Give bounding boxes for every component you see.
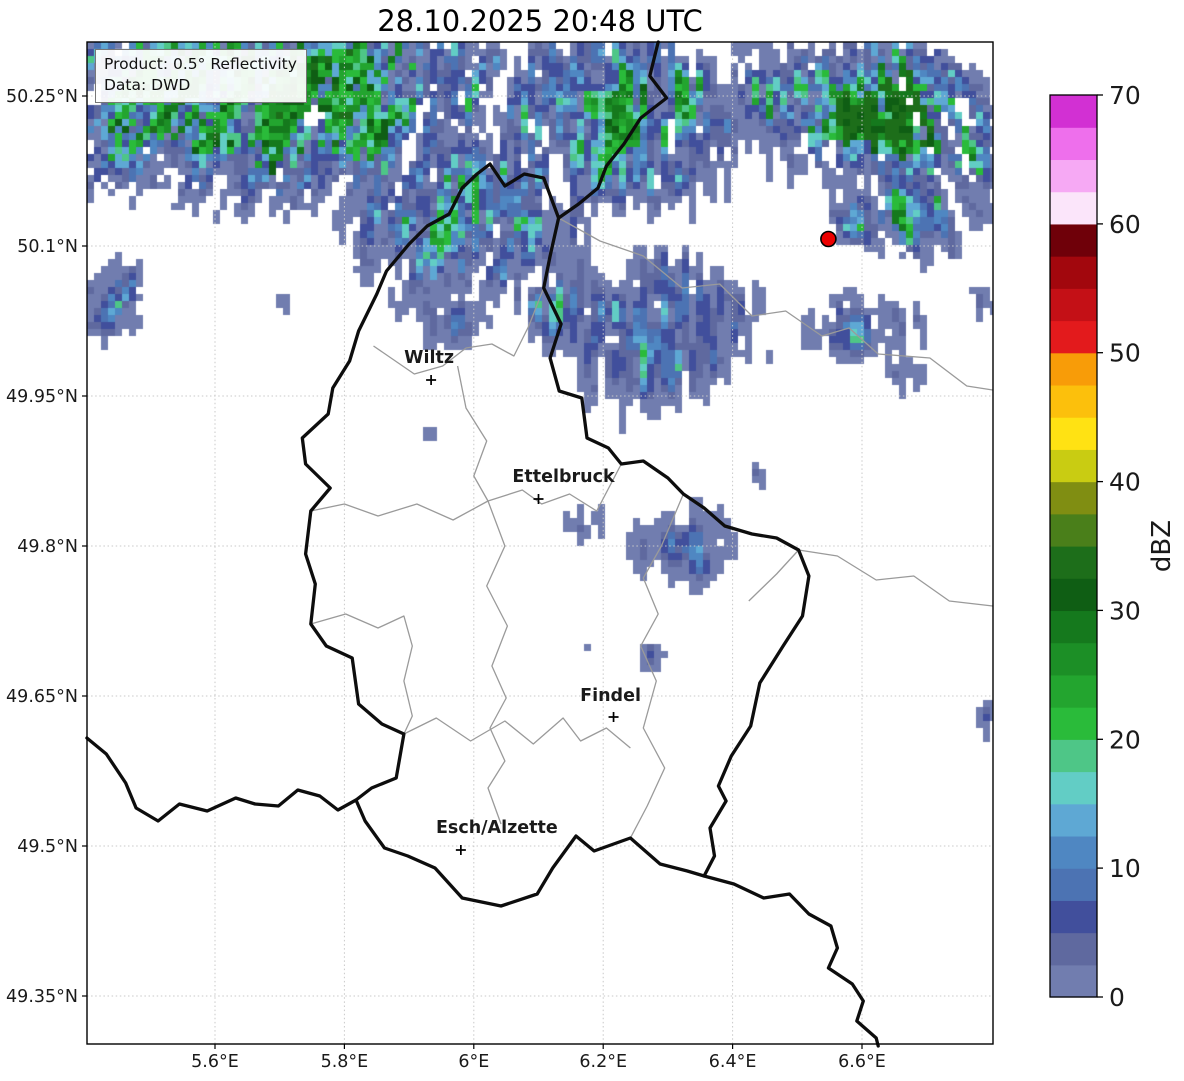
colorbar-tick-label: 50 [1109, 339, 1141, 368]
city-marker [455, 845, 466, 855]
colorbar-band [1050, 932, 1097, 966]
city-label: Esch/Alzette [436, 818, 558, 838]
colorbar-band [1050, 900, 1097, 934]
colorbar: 0 10 20 30 40 50 60 70 dBZ [1049, 81, 1177, 1012]
lon-tick-label: 5.6°E [191, 1052, 239, 1072]
lat-tick-label: 49.5°N [17, 837, 78, 857]
colorbar-band [1050, 771, 1097, 805]
colorbar-band [1050, 513, 1097, 547]
admin-border [486, 500, 509, 825]
colorbar-band [1050, 191, 1097, 225]
lat-tick-label: 49.8°N [17, 537, 78, 557]
colorbar-band [1050, 674, 1097, 708]
city-label: Wiltz [404, 348, 454, 368]
colorbar-unit-label: dBZ [1147, 520, 1177, 572]
lat-tick-label: 49.35°N [6, 987, 78, 1007]
admin-border [558, 217, 993, 391]
radar-site-marker [820, 230, 837, 248]
lon-tick-label: 6.6°E [838, 1052, 886, 1072]
lat-tick-label: 50.1°N [17, 237, 78, 257]
lon-tick-label: 6°E [458, 1052, 489, 1072]
colorbar-band [1050, 803, 1097, 837]
colorbar-band [1050, 642, 1097, 676]
city-marker [608, 712, 619, 722]
colorbar-band [1050, 739, 1097, 773]
lat-tick-label: 49.95°N [6, 387, 78, 407]
colorbar-band [1050, 256, 1097, 289]
colorbar-band [1050, 320, 1097, 354]
country-border [85, 736, 358, 823]
colorbar-tick-label: 10 [1109, 854, 1141, 883]
product-info-box: Product: 0.5° Reflectivity Data: DWD [95, 49, 307, 103]
colorbar-tick-label: 40 [1109, 468, 1141, 497]
colorbar-tick-label: 20 [1109, 725, 1141, 754]
colorbar-band [1050, 95, 1097, 128]
data-source-line: Data: DWD [104, 76, 191, 95]
colorbar-band [1050, 417, 1097, 450]
colorbar-band [1050, 352, 1097, 386]
colorbar-band [1050, 578, 1097, 612]
colorbar-band [1050, 384, 1097, 418]
colorbar-outline [1049, 94, 1098, 998]
map-frame [86, 41, 994, 1045]
timestamp-title: 28.10.2025 20:48 UTC [377, 4, 703, 38]
city-marker [533, 494, 544, 504]
admin-border [373, 287, 545, 375]
colorbar-band [1050, 835, 1097, 869]
colorbar-band [1050, 288, 1097, 322]
city-label: Ettelbruck [512, 467, 615, 487]
admin-border [456, 365, 489, 502]
lat-tick-label: 50.25°N [6, 87, 78, 107]
colorbar-tick-label: 70 [1109, 81, 1141, 110]
colorbar-band [1050, 223, 1097, 257]
colorbar-band [1050, 159, 1097, 193]
admin-border [629, 493, 684, 839]
lon-tick-label: 6.2°E [579, 1052, 627, 1072]
colorbar-band [1050, 707, 1097, 740]
colorbar-band [1050, 868, 1097, 901]
product-line: Product: 0.5° Reflectivity [104, 55, 297, 73]
admin-border [748, 549, 993, 607]
colorbar-band [1050, 964, 1097, 998]
country-border [300, 162, 811, 908]
colorbar-tick-label: 30 [1109, 596, 1141, 625]
lon-tick-label: 5.8°E [321, 1052, 369, 1072]
country-border [702, 874, 880, 1048]
admin-border [403, 717, 631, 749]
city-marker [426, 375, 437, 385]
lon-tick-label: 6.4°E [709, 1052, 757, 1072]
lat-tick-label: 49.65°N [6, 687, 78, 707]
country-border [556, 40, 669, 220]
colorbar-tick-label: 0 [1109, 983, 1125, 1012]
colorbar-band [1050, 610, 1097, 644]
colorbar-band [1050, 481, 1097, 515]
colorbar-band [1050, 546, 1097, 579]
colorbar-band [1050, 127, 1097, 161]
colorbar-tick-label: 60 [1109, 210, 1141, 239]
city-label: Findel [580, 686, 641, 706]
colorbar-band [1050, 449, 1097, 483]
admin-border [310, 613, 413, 735]
